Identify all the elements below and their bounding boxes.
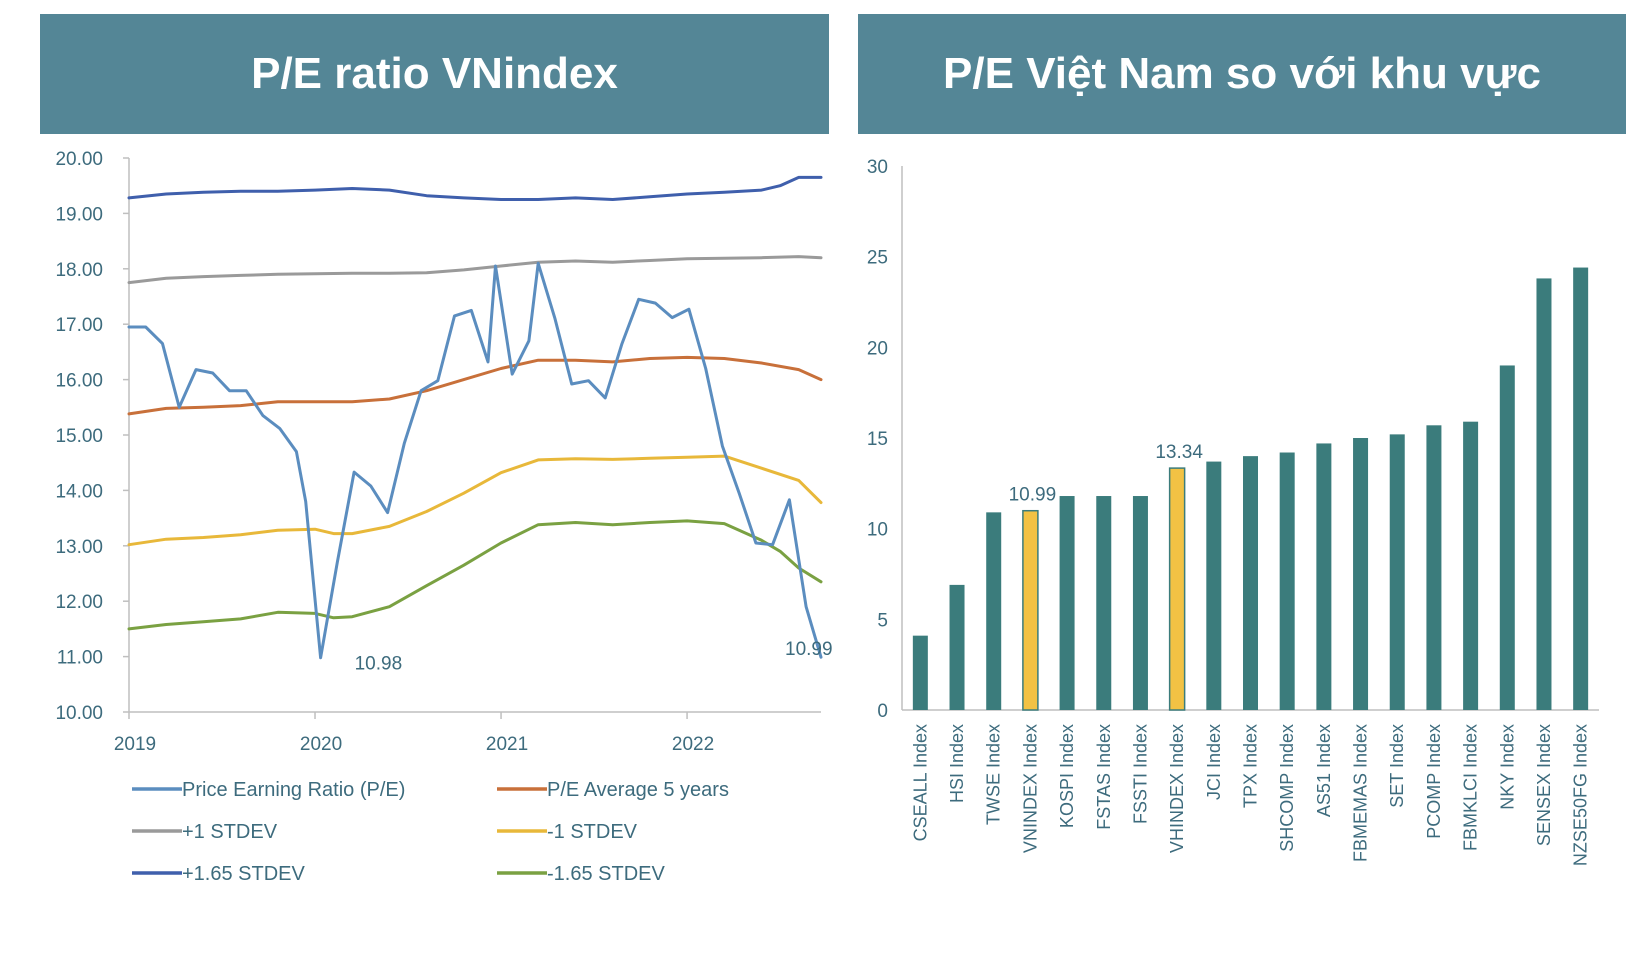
bar-category-label: PCOMP Index <box>1424 724 1444 839</box>
bar-12 <box>1353 438 1369 710</box>
bar-category-label: FBMKLCI Index <box>1461 724 1481 851</box>
bar-15 <box>1463 421 1479 710</box>
bar-0 <box>912 635 928 710</box>
bar-category-label: NKY Index <box>1497 724 1517 810</box>
bar-y-tick-label: 10 <box>867 520 888 541</box>
bar-8 <box>1206 461 1222 710</box>
line-y-tick-label: 18.00 <box>55 260 103 281</box>
line-x-tick-label: 2020 <box>300 734 342 755</box>
bar-1 <box>949 584 965 710</box>
line-y-tick-label: 17.00 <box>55 315 103 336</box>
line-series-2 <box>127 255 823 285</box>
line-y-tick-label: 20.00 <box>55 149 103 170</box>
bar-y-tick-label: 0 <box>877 701 888 722</box>
line-annotation: 10.98 <box>355 654 403 675</box>
bar-category-label: TPX Index <box>1241 724 1261 808</box>
bar-category-label: VNINDEX Index <box>1020 724 1040 853</box>
line-series-3 <box>127 454 823 547</box>
legend-label: -1.65 STDEV <box>547 863 665 885</box>
bar-category-label: SET Index <box>1387 724 1407 808</box>
bar-17 <box>1536 278 1552 710</box>
legend-label: +1 STDEV <box>182 821 278 843</box>
line-y-tick-label: 19.00 <box>55 204 103 225</box>
bar-category-label: SHCOMP Index <box>1277 724 1297 852</box>
line-annotation: 10.99 <box>785 639 833 660</box>
bar-13 <box>1389 434 1405 710</box>
line-y-tick-label: 10.00 <box>55 703 103 724</box>
line-x-tick-label: 2019 <box>114 734 156 755</box>
bar-category-label: AS51 Index <box>1314 724 1334 817</box>
bar-y-tick-label: 15 <box>867 429 888 450</box>
bar-category-label: FSSTI Index <box>1130 724 1150 824</box>
line-x-tick-label: 2022 <box>672 734 714 755</box>
bar-y-tick-label: 25 <box>867 248 888 269</box>
line-y-tick-label: 12.00 <box>55 592 103 613</box>
bar-14 <box>1426 425 1442 710</box>
line-series-4 <box>127 175 823 201</box>
line-y-tick-label: 16.00 <box>55 371 103 392</box>
bar-category-label: CSEALL Index <box>910 724 930 841</box>
bar-category-label: FBMEMAS Index <box>1351 724 1371 862</box>
bar-y-tick-label: 30 <box>867 157 888 178</box>
pe-bar-chart: 30 25 20 15 10 5 0 CSEALL Index HSI Index TWSE In… <box>867 157 1599 866</box>
bar-5 <box>1096 496 1112 710</box>
bar-data-label: 10.99 <box>1009 485 1057 506</box>
legend-label: +1.65 STDEV <box>182 863 306 885</box>
bar-3 <box>1022 509 1039 711</box>
line-y-tick-label: 14.00 <box>55 481 103 502</box>
bar-category-label: JCI Index <box>1204 724 1224 800</box>
line-series-5 <box>127 519 823 631</box>
pe-line-chart: 20.00 19.00 18.00 17.00 16.00 15.00 14.00 13.00… <box>55 149 832 885</box>
bar-18 <box>1573 267 1589 710</box>
line-x-tick-label: 2021 <box>486 734 528 755</box>
line-series-1 <box>127 355 823 416</box>
bar-y-tick-label: 20 <box>867 338 888 359</box>
bar-category-label: KOSPI Index <box>1057 724 1077 828</box>
bar-data-label: 13.34 <box>1155 442 1203 463</box>
left-chart-title: P/E ratio VNindex <box>40 14 829 134</box>
bar-7 <box>1168 467 1186 711</box>
bar-10 <box>1279 452 1295 710</box>
legend-label: Price Earning Ratio (P/E) <box>182 779 405 801</box>
bar-y-tick-label: 5 <box>877 610 888 631</box>
bar-category-label: TWSE Index <box>984 724 1004 825</box>
bar-category-label: NZSE50FG Index <box>1571 724 1591 866</box>
right-chart-title: P/E Việt Nam so với khu vực <box>858 14 1626 134</box>
bar-11 <box>1316 443 1332 710</box>
line-y-tick-label: 11.00 <box>57 648 103 669</box>
line-y-tick-label: 15.00 <box>55 426 103 447</box>
bar-category-label: FSTAS Index <box>1094 724 1114 830</box>
bar-6 <box>1132 496 1148 710</box>
bar-4 <box>1059 496 1075 710</box>
legend-label: P/E Average 5 years <box>547 779 729 801</box>
bar-category-label: VHINDEX Index <box>1167 724 1187 853</box>
line-y-tick-label: 13.00 <box>55 537 103 558</box>
bar-9 <box>1243 456 1258 710</box>
bar-category-label: SENSEX Index <box>1534 724 1554 846</box>
bar-16 <box>1499 365 1515 710</box>
bar-2 <box>986 512 1002 710</box>
line-series-0 <box>127 261 823 660</box>
legend-label: -1 STDEV <box>547 821 638 843</box>
bar-category-label: HSI Index <box>947 724 967 803</box>
